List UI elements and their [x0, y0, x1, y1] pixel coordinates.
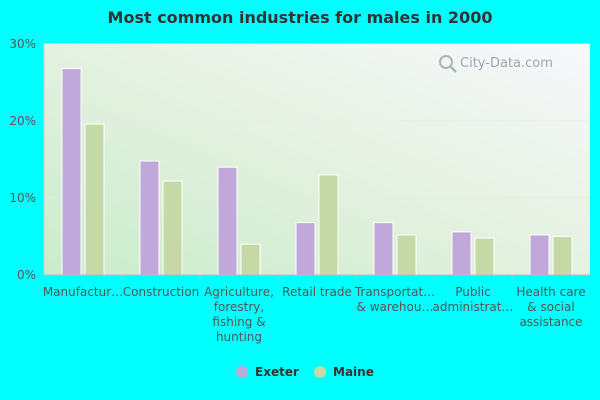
x-category-label: Construction: [123, 285, 199, 299]
y-tick-label: 0%: [17, 268, 36, 282]
legend-label-maine: Maine: [333, 365, 374, 379]
x-category-label: Transportat… & warehou…: [354, 285, 435, 314]
x-category-label: Agriculture, forestry, fishing & hunting: [204, 285, 274, 344]
bar-exeter[interactable]: [217, 166, 238, 276]
plot-area: [44, 44, 590, 275]
y-tick-label: 30%: [9, 37, 36, 51]
y-tick-label: 20%: [9, 114, 36, 128]
bar-exeter[interactable]: [295, 222, 316, 276]
x-axis: Manufactur… Construction Agriculture, fores…: [43, 275, 586, 344]
x-category-label: Health care & social assistance: [516, 285, 585, 329]
bar-maine[interactable]: [552, 236, 573, 276]
x-category-label: Public administrat…: [433, 285, 514, 314]
watermark: City-Data.com: [439, 55, 553, 73]
legend-swatch-maine: [314, 366, 326, 378]
bar-maine[interactable]: [84, 123, 105, 276]
bar-exeter[interactable]: [451, 231, 472, 276]
watermark-text: City-Data.com: [460, 56, 553, 71]
bar-exeter[interactable]: [139, 160, 160, 276]
y-tick-label: 10%: [9, 191, 36, 205]
bar-exeter[interactable]: [373, 222, 394, 276]
bar-maine[interactable]: [396, 234, 417, 276]
watermark-magnifier-handle: [450, 66, 457, 73]
bar-maine[interactable]: [162, 180, 183, 276]
gridlines: [44, 43, 590, 199]
watermark-magnifier-icon: [439, 55, 453, 69]
chart-title: Most common industries for males in 2000: [107, 8, 493, 27]
x-category-label: Manufactur…: [43, 285, 123, 299]
x-category-label: Retail trade: [282, 285, 352, 299]
bar-maine[interactable]: [474, 237, 495, 276]
bar-exeter[interactable]: [61, 68, 82, 276]
bars: [61, 68, 573, 276]
legend: Exeter Maine: [236, 365, 374, 379]
bar-maine[interactable]: [240, 243, 261, 276]
legend-swatch-exeter: [236, 366, 248, 378]
y-axis: 0% 10% 20% 30%: [9, 37, 590, 282]
legend-label-exeter: Exeter: [255, 365, 299, 379]
bar-exeter[interactable]: [529, 234, 550, 276]
bar-maine[interactable]: [318, 174, 339, 276]
